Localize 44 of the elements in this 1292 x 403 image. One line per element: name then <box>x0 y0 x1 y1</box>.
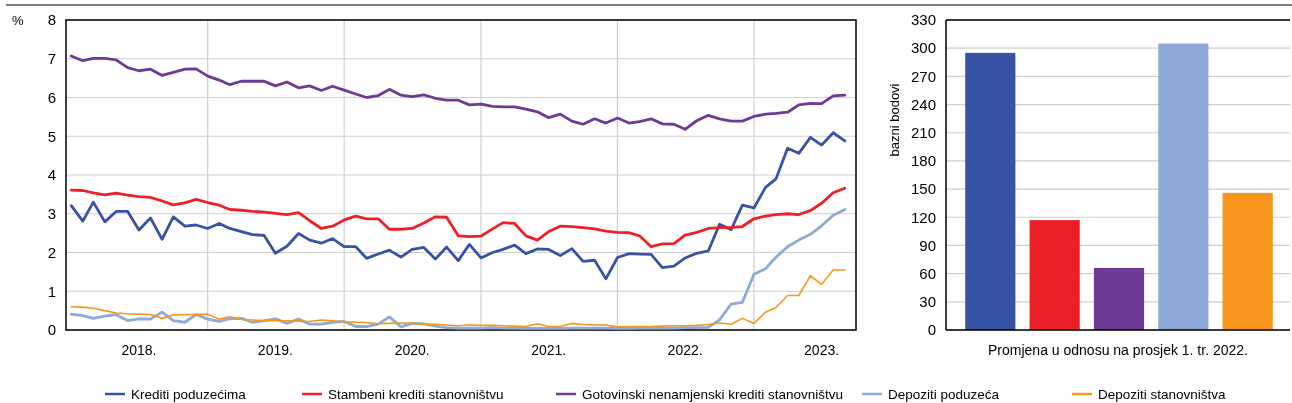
y-tick-label: 2 <box>47 243 56 261</box>
y-tick-label: 330 <box>910 11 936 29</box>
y-tick-label: 150 <box>910 180 936 198</box>
legend-label: Depoziti poduzeća <box>888 386 1000 402</box>
y-tick-label: 7 <box>47 50 56 67</box>
y-tick-label: 60 <box>919 264 936 282</box>
y-tick-label: 1 <box>47 282 56 300</box>
bar <box>1029 220 1080 330</box>
y-tick-label: 6 <box>47 88 56 106</box>
legend-label: Stambeni krediti stanovništvu <box>328 386 504 402</box>
x-tick-label: 2022. <box>667 342 703 358</box>
bar <box>965 52 1016 330</box>
y-tick-label: 5 <box>47 127 56 145</box>
y-tick-label: 0 <box>927 321 936 339</box>
line-series <box>69 186 847 249</box>
y-tick-label: 90 <box>919 236 936 254</box>
y-tick-label: 180 <box>910 152 936 170</box>
legend-label: Gotovinski nenamjenski krediti stanovništvu <box>582 386 844 402</box>
y-tick-label: 270 <box>910 67 936 85</box>
legend-label: Depoziti stanovništva <box>1098 386 1227 402</box>
x-tick-label: 2021. <box>531 342 567 358</box>
bar <box>1222 192 1273 330</box>
y-tick-label: 0 <box>47 321 56 339</box>
x-axis-title: Promjena u odnosu na prosjek 1. tr. 2022. <box>988 342 1248 358</box>
x-tick-label: 2020. <box>394 342 430 358</box>
x-tick-label: 2023. <box>804 342 840 358</box>
y-tick-label: 3 <box>47 205 56 222</box>
line-series <box>69 131 847 281</box>
bar <box>1093 268 1145 330</box>
legend-label: Krediti poduzećima <box>131 386 247 402</box>
x-tick-label: 2019. <box>257 342 293 358</box>
y-tick-label: 120 <box>910 208 936 226</box>
y-axis-title: % <box>12 13 24 28</box>
y-tick-label: 210 <box>910 123 936 141</box>
y-tick-label: 30 <box>919 293 936 311</box>
y-tick-label: 240 <box>910 95 936 113</box>
bar <box>1158 43 1209 330</box>
line-series <box>70 269 846 328</box>
y-tick-label: 8 <box>47 11 56 29</box>
line-series <box>69 54 847 131</box>
y-tick-label: 300 <box>910 39 936 57</box>
y-tick-label: 4 <box>47 166 56 184</box>
x-tick-label: 2018. <box>121 342 157 358</box>
y-axis-title: bazni bodovi <box>887 83 902 157</box>
